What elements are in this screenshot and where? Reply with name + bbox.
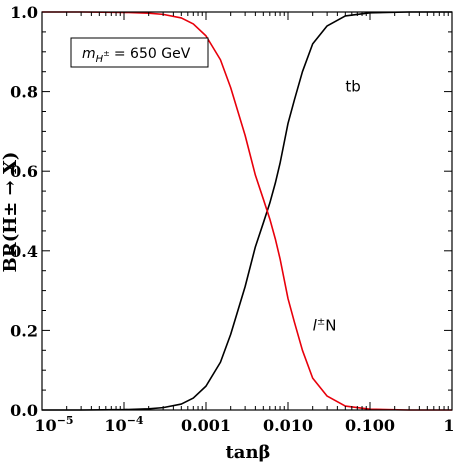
mass-subscript-sup: ±	[103, 49, 110, 58]
x-axis-title: tanβ	[225, 442, 270, 463]
y-axis-title: BR(H± → X)	[0, 152, 21, 273]
curves-layer	[42, 11, 452, 411]
mass-annotation: mH± = 650 GeV	[82, 46, 191, 65]
series-line-tb	[42, 11, 452, 411]
y-tick-label: 0.2	[10, 321, 38, 340]
x-tick-label: 1	[443, 416, 454, 435]
lepton-n-curve-label: l±N	[313, 316, 337, 334]
x-tick-label: 0.001	[181, 416, 231, 435]
y-tick-label: 0.6	[10, 162, 38, 181]
mass-subscript: H	[96, 54, 104, 65]
annotation-frame	[70, 37, 209, 68]
mass-symbol: m	[82, 46, 96, 62]
tb-curve-label: tb	[345, 78, 360, 96]
curve-labels-layer: tb l±N	[313, 78, 361, 335]
series-line-lepton-n	[42, 11, 452, 411]
y-tick-label: 0.0	[10, 401, 38, 420]
plot-frame	[41, 11, 453, 411]
mass-value: = 650 GeV	[114, 46, 191, 62]
y-tick-label: 1.0	[10, 3, 38, 22]
x-tick-label: 10−4	[104, 414, 143, 435]
x-tick-label: 0.010	[263, 416, 313, 435]
ticks-layer	[41, 11, 453, 411]
y-tick-label: 0.4	[10, 242, 38, 261]
y-tick-label: 0.8	[10, 83, 38, 102]
x-tick-label: 0.100	[345, 416, 395, 435]
x-tick-label: 10−5	[34, 414, 73, 435]
tick-labels-layer: 10−5 10−4 0.001 0.010 0.100 1 0.0 0.2 0.4 0.6 0.8 1…	[10, 3, 454, 435]
annotation-box: mH± = 650 GeV	[70, 37, 209, 68]
